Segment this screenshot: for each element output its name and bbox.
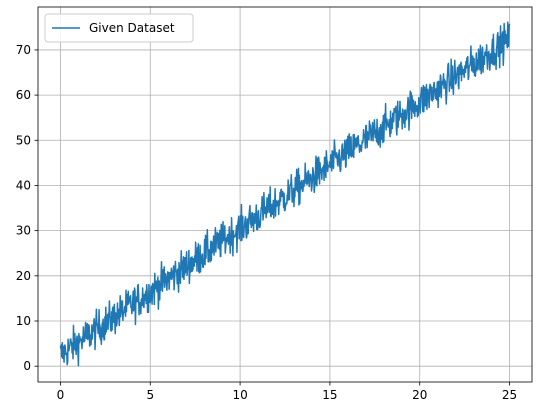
ticks: 0 5 10 15 20 25 0 10 20 30 40 50 60 70 [16, 43, 517, 402]
y-tick-label-30: 30 [16, 224, 31, 238]
axes-frame [37, 6, 533, 383]
x-tick-label-25: 25 [502, 388, 517, 402]
x-tick-label-5: 5 [146, 388, 154, 402]
series-layer [59, 21, 511, 367]
y-tick-label-20: 20 [16, 269, 31, 283]
legend-label-given-dataset: Given Dataset [89, 21, 175, 35]
y-tick-label-50: 50 [16, 133, 31, 147]
x-tick-label-10: 10 [232, 388, 247, 402]
axes [37, 6, 533, 383]
y-tick-label-10: 10 [16, 314, 31, 328]
y-tick-label-0: 0 [23, 359, 31, 373]
x-tick-label-15: 15 [322, 388, 337, 402]
x-tick-label-20: 20 [412, 388, 427, 402]
legend-box [44, 13, 194, 43]
x-tick-label-0: 0 [57, 388, 65, 402]
y-tick-label-70: 70 [16, 43, 31, 57]
grid [38, 7, 532, 382]
y-tick-label-40: 40 [16, 178, 31, 192]
series-line-given-dataset [59, 21, 511, 367]
y-tick-label-60: 60 [16, 88, 31, 102]
legend: Given Dataset [44, 13, 194, 43]
